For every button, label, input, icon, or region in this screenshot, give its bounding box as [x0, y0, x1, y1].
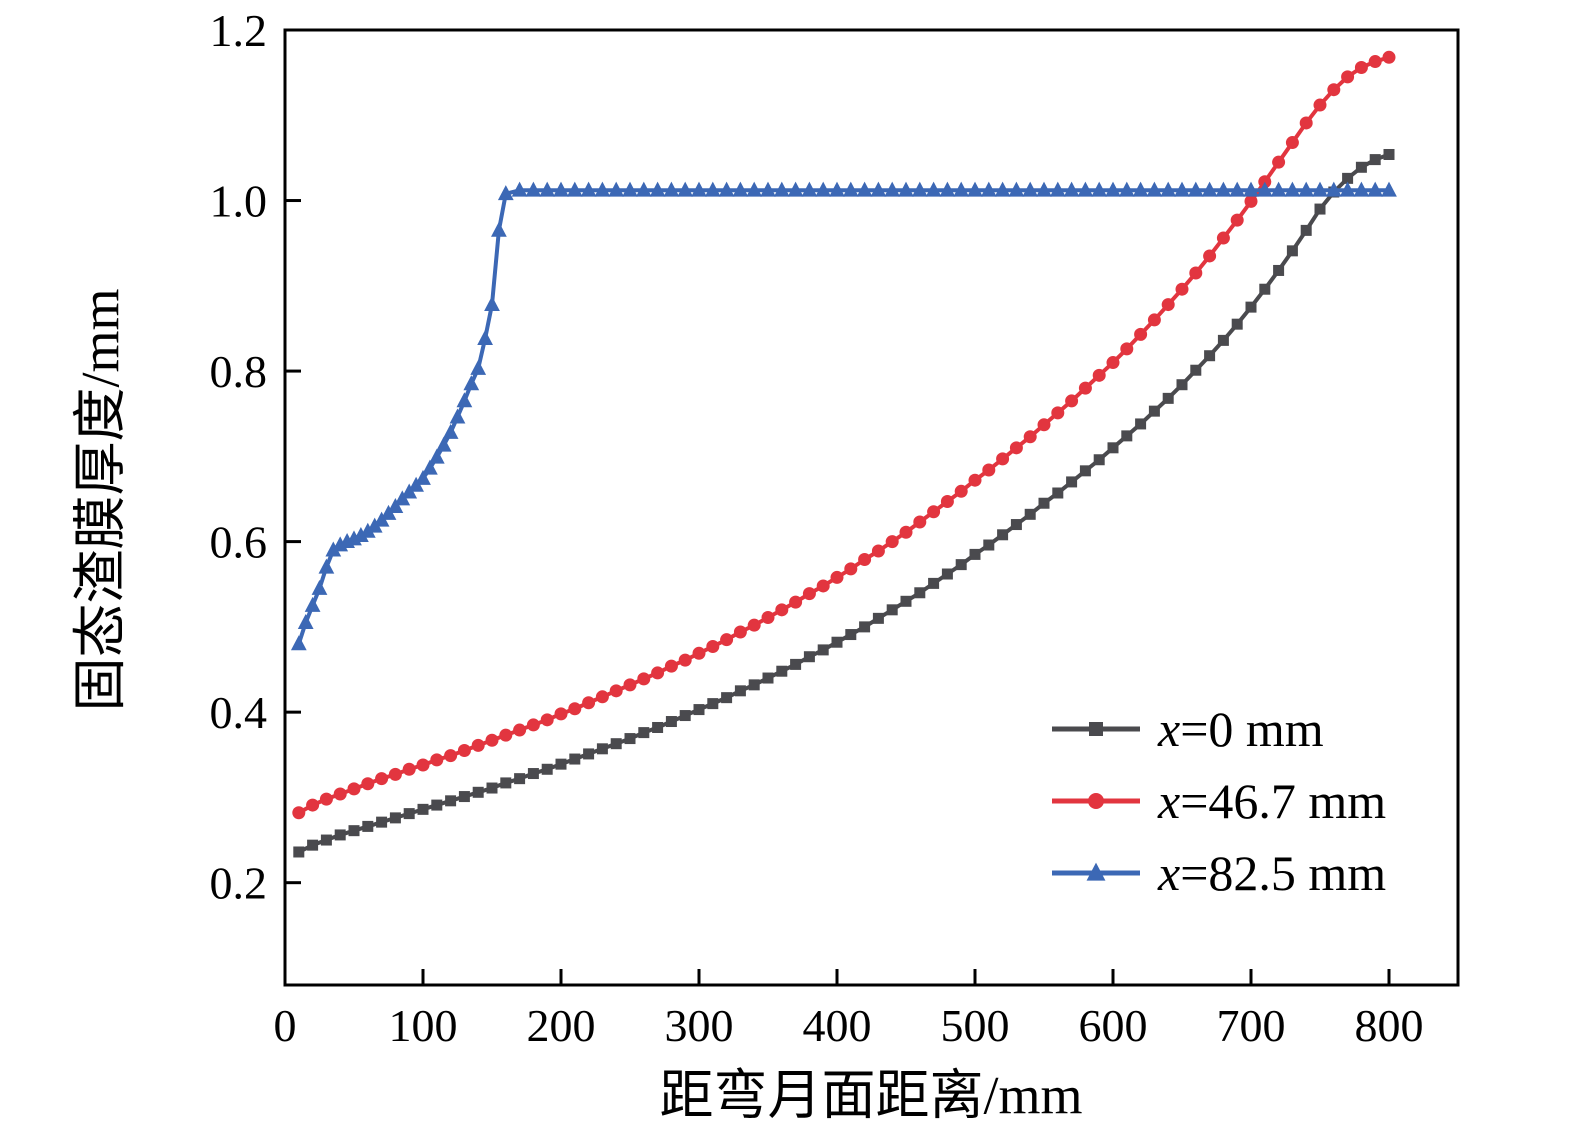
x-tick-label: 600 [1079, 1000, 1148, 1051]
x-tick-label: 700 [1217, 1000, 1286, 1051]
legend-label: x=82.5 mm [1158, 845, 1387, 901]
legend: x=0 mm x=46.7 mm x=82.5 mm [1050, 700, 1386, 902]
y-tick-label: 0.8 [210, 346, 268, 397]
series-markers-triangle [290, 181, 1397, 651]
y-tick-label: 1.2 [210, 5, 268, 56]
y-tick-label: 0.6 [210, 517, 268, 568]
x-tick-label: 500 [941, 1000, 1010, 1051]
series-line-triangle [296, 188, 1391, 646]
x-tick-label: 100 [389, 1000, 458, 1051]
x-tick-label: 200 [527, 1000, 596, 1051]
legend-marker-triangle-icon [1050, 856, 1142, 890]
legend-label: x=46.7 mm [1158, 773, 1387, 829]
legend-label: x=0 mm [1158, 701, 1324, 757]
legend-marker-square-icon [1050, 712, 1142, 746]
series-markers-square [293, 148, 1395, 858]
y-tick-label: 1.0 [210, 176, 268, 227]
y-axis-title: 固态渣膜厚度/mm [70, 288, 131, 712]
x-tick-label: 0 [274, 1000, 297, 1051]
x-tick-label: 300 [665, 1000, 734, 1051]
legend-item-x0: x=0 mm [1050, 700, 1386, 758]
legend-item-x82-5: x=82.5 mm [1050, 844, 1386, 902]
x-tick-label: 800 [1355, 1000, 1424, 1051]
legend-marker-circle-icon [1050, 784, 1142, 818]
legend-item-x46-7: x=46.7 mm [1050, 772, 1386, 830]
x-axis-title: 距弯月面距离/mm [659, 1065, 1083, 1126]
y-tick-label: 0.4 [210, 687, 268, 738]
plot-frame [283, 28, 1460, 987]
x-tick-label: 400 [803, 1000, 872, 1051]
series-markers-circle [292, 50, 1396, 820]
y-tick-label: 0.2 [210, 858, 268, 909]
